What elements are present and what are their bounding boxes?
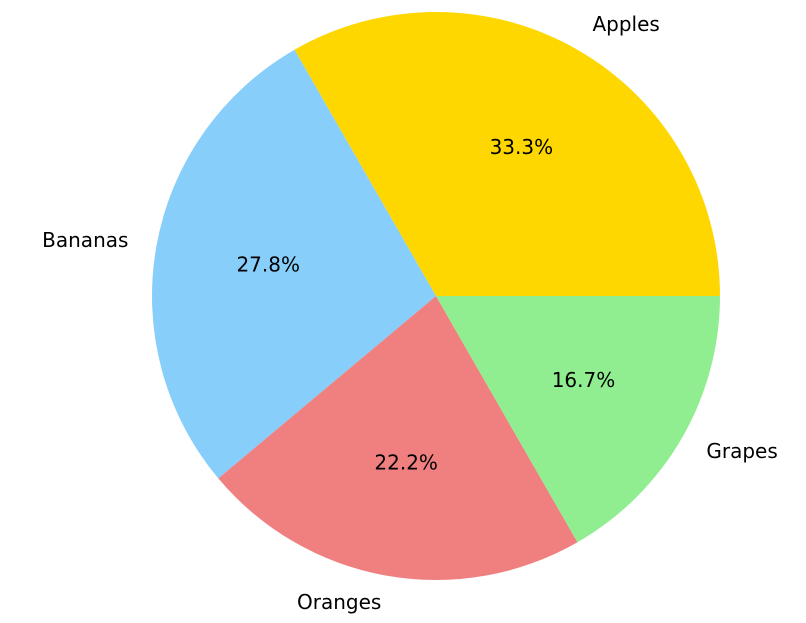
slice-label: Bananas <box>42 228 128 252</box>
slice-label: Apples <box>592 12 659 36</box>
percent-label: 22.2% <box>374 450 438 474</box>
percent-label: 16.7% <box>552 368 616 392</box>
percent-label: 27.8% <box>236 253 300 277</box>
slice-label: Grapes <box>706 439 777 463</box>
percent-label: 33.3% <box>490 135 554 159</box>
pie-slice <box>218 296 578 580</box>
pie-slice <box>294 12 720 297</box>
pie-slice <box>436 296 720 543</box>
pie-slice <box>152 49 436 479</box>
slice-label: Oranges <box>297 590 381 614</box>
